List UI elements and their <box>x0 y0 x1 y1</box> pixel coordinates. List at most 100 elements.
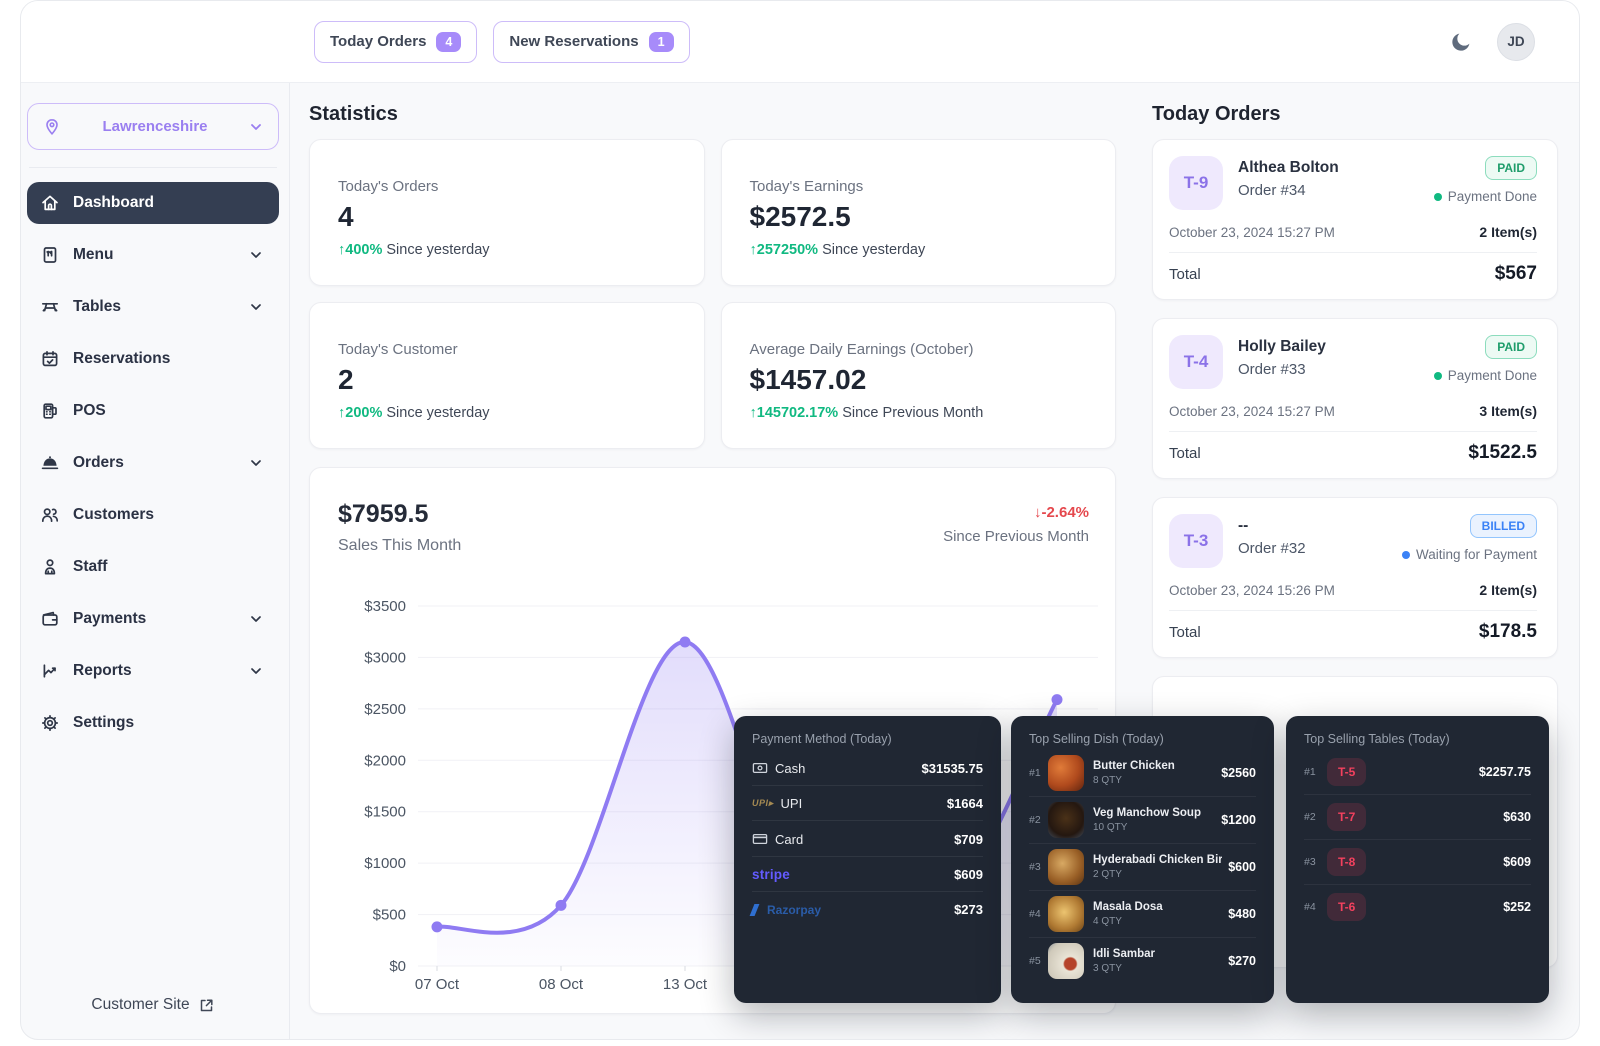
users-icon <box>41 508 59 523</box>
moon-icon <box>1452 33 1470 51</box>
report-chart-icon <box>43 664 56 678</box>
razorpay-logo-icon <box>749 903 760 916</box>
cash-icon <box>752 762 768 774</box>
table-badge: T-7 <box>1327 803 1367 831</box>
svg-text:$2000: $2000 <box>364 752 406 769</box>
dark-mode-toggle[interactable] <box>1447 28 1475 56</box>
sidebar-item-dashboard[interactable]: Dashboard <box>27 182 279 224</box>
dish-row: #4 Masala Dosa 4 QTY $480 <box>1029 891 1256 938</box>
sidebar-item-reports[interactable]: Reports <box>27 650 279 692</box>
trend-down-icon: ↓ <box>1033 504 1042 521</box>
location-selector-label: Lawrenceshire <box>102 118 208 135</box>
customer-site-link[interactable]: Customer Site <box>27 996 279 1018</box>
order-datetime: October 23, 2024 15:27 PM <box>1169 224 1335 240</box>
order-item-count: 3 Item(s) <box>1479 403 1537 419</box>
sales-change: ↓-2.64% <box>1033 504 1089 521</box>
upi-logo-icon: UPI▸ <box>752 798 774 808</box>
sales-subtitle: Sales This Month <box>338 537 462 554</box>
dish-row: #3 Hyderabadi Chicken Biryani 2 QTY $600 <box>1029 844 1256 891</box>
sidebar-item-settings[interactable]: Settings <box>27 702 279 744</box>
dish-image <box>1048 896 1084 932</box>
menu-book-icon <box>43 247 57 263</box>
sidebar-main-divider <box>289 83 290 1039</box>
calendar-check-icon <box>42 350 58 367</box>
today-orders-button[interactable]: Today Orders 4 <box>314 20 478 63</box>
table-amount: $609 <box>1503 855 1531 869</box>
dish-name: Hyderabadi Chicken Biryani <box>1093 854 1223 866</box>
payment-row-razorpay: Razorpay $273 <box>749 892 983 926</box>
table-icon <box>41 302 59 312</box>
payment-row-cash: Cash $31535.75 <box>752 750 983 786</box>
table-amount: $630 <box>1503 810 1531 824</box>
table-badge: T-9 <box>1169 156 1223 210</box>
payment-amount: $709 <box>954 831 983 847</box>
table-rank-row: #1 T-5 $2257.75 <box>1304 750 1531 795</box>
location-selector[interactable]: Lawrenceshire <box>27 103 279 150</box>
order-datetime: October 23, 2024 15:27 PM <box>1169 403 1335 419</box>
customer-name: Althea Bolton <box>1238 159 1339 176</box>
sidebar-item-orders[interactable]: Orders <box>27 442 279 484</box>
stat-card-todays-orders: Today's Orders 4 ↑400% Since yesterday <box>309 139 705 286</box>
status-badge: PAID <box>1485 335 1537 359</box>
order-total: $178.5 <box>1478 621 1537 642</box>
svg-text:$1500: $1500 <box>364 804 406 821</box>
status-dot-icon <box>1433 192 1442 201</box>
dish-name: Masala Dosa <box>1093 901 1163 913</box>
status-dot-icon <box>1433 371 1442 380</box>
svg-text:$500: $500 <box>373 907 406 924</box>
stat-label: Today's Customer <box>338 341 458 358</box>
sidebar-item-label: Reservations <box>73 350 171 367</box>
stat-grid: Today's Orders 4 ↑400% Since yesterday T… <box>309 139 1116 449</box>
customer-site-label: Customer Site <box>91 996 190 1013</box>
external-link-icon <box>200 998 213 1011</box>
table-badge: T-4 <box>1169 335 1223 389</box>
staff-person-icon <box>44 559 56 575</box>
stat-label: Today's Orders <box>338 178 439 195</box>
top-selling-dish-panel: Top Selling Dish (Today) #1 Butter Chick… <box>1011 716 1274 1003</box>
order-card-32[interactable]: T-3 -- Order #32 BILLED Waiting for Paym… <box>1152 497 1558 658</box>
table-amount: $252 <box>1503 900 1531 914</box>
dish-amount: $600 <box>1228 860 1256 874</box>
user-avatar[interactable]: JD <box>1497 22 1535 61</box>
gear-icon <box>41 714 59 732</box>
new-reservations-button[interactable]: New Reservations 1 <box>493 20 690 63</box>
stat-value: $1457.02 <box>749 364 867 395</box>
sidebar-item-label: Orders <box>73 454 124 471</box>
dish-amount: $2560 <box>1221 766 1256 780</box>
dish-row: #5 Idli Sambar 3 QTY $270 <box>1029 938 1256 984</box>
chart-change-block: ↓-2.64% Since Previous Month <box>943 504 1089 545</box>
sidebar: Lawrenceshire Dashboard Menu <box>21 83 289 1039</box>
payment-amount: $31535.75 <box>921 760 983 776</box>
total-label: Total <box>1169 623 1201 641</box>
stat-change: ↑200% Since yesterday <box>338 405 490 421</box>
stat-value: $2572.5 <box>749 201 851 232</box>
divider <box>1169 610 1537 611</box>
order-item-count: 2 Item(s) <box>1479 582 1537 598</box>
total-label: Total <box>1169 265 1201 283</box>
sidebar-item-tables[interactable]: Tables <box>27 286 279 328</box>
dish-image <box>1048 849 1084 885</box>
cloche-icon <box>41 456 59 470</box>
customer-name: -- <box>1238 517 1249 534</box>
dish-amount: $1200 <box>1221 813 1256 827</box>
sidebar-item-pos[interactable]: POS <box>27 390 279 432</box>
divider <box>1169 431 1537 432</box>
order-card-34[interactable]: T-9 Althea Bolton Order #34 PAID Payment… <box>1152 139 1558 300</box>
dish-name: Veg Manchow Soup <box>1093 807 1201 819</box>
dish-amount: $480 <box>1228 907 1256 921</box>
sidebar-item-customers[interactable]: Customers <box>27 494 279 536</box>
stripe-logo: stripe <box>752 867 790 882</box>
status-dot-icon <box>1401 550 1410 559</box>
order-item-count: 2 Item(s) <box>1479 224 1537 240</box>
dish-qty: 2 QTY <box>1093 869 1122 880</box>
sidebar-item-menu[interactable]: Menu <box>27 234 279 276</box>
topbar: Today Orders 4 New Reservations 1 JD <box>21 1 1579 83</box>
stat-card-todays-customer: Today's Customer 2 ↑200% Since yesterday <box>309 302 705 449</box>
sidebar-item-reservations[interactable]: Reservations <box>27 338 279 380</box>
payment-status-note: Waiting for Payment <box>1401 547 1537 562</box>
sidebar-item-label: Reports <box>73 662 132 679</box>
sidebar-item-payments[interactable]: Payments <box>27 598 279 640</box>
chevron-down-icon <box>251 304 261 310</box>
sidebar-item-staff[interactable]: Staff <box>27 546 279 588</box>
order-card-33[interactable]: T-4 Holly Bailey Order #33 PAID Payment … <box>1152 318 1558 479</box>
